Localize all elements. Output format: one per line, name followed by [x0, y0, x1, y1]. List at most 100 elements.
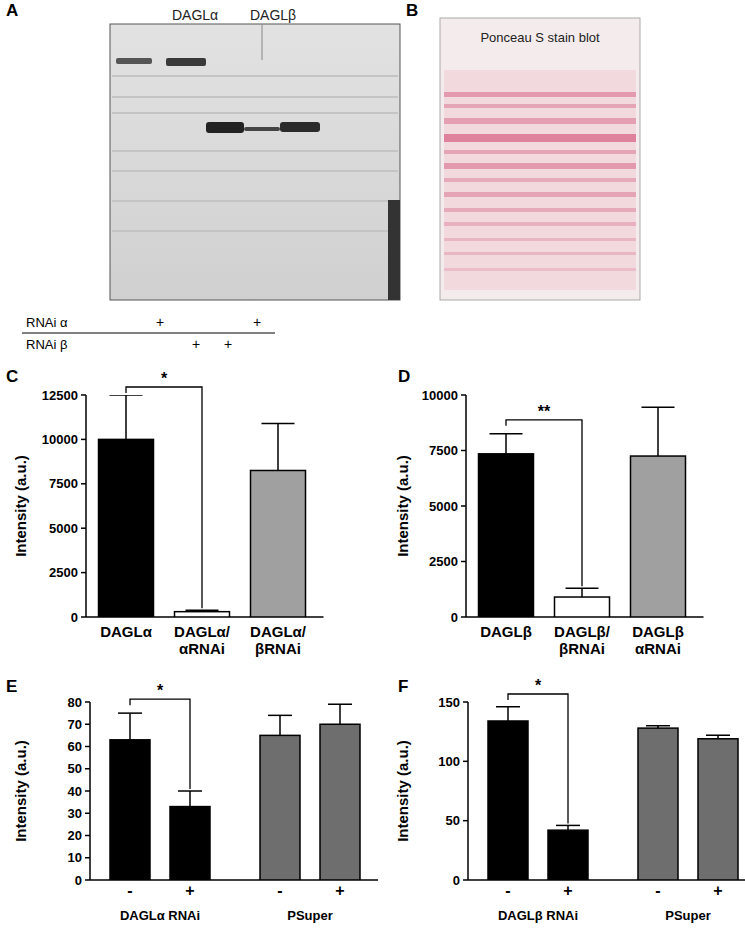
error-bar [642, 407, 675, 456]
error-cap [262, 423, 295, 425]
x-tick-label: + [713, 882, 722, 899]
blot-band [280, 122, 320, 132]
error-cap [328, 703, 352, 705]
panel-letter: D [398, 367, 410, 386]
y-tick-label: 10 [68, 850, 82, 865]
x-tick-label: DAGLβαRNAi [632, 623, 684, 657]
bar [110, 740, 150, 880]
significance-bracket [126, 387, 202, 608]
bracket-line [506, 420, 582, 586]
blot-band [116, 58, 152, 64]
error-stem [125, 395, 127, 439]
x-tick-label: - [277, 882, 282, 899]
panel-letter: A [6, 1, 18, 20]
text-line: DAGLα/ [250, 623, 307, 640]
text-line: DAGLβ/ [554, 623, 611, 640]
bar [251, 470, 306, 617]
y-tick-label: 150 [438, 695, 460, 710]
error-stem [657, 407, 659, 456]
y-axis-line [467, 702, 469, 880]
x-tick-label: DAGLα/βRNAi [250, 623, 307, 657]
y-tick [81, 616, 86, 618]
error-stem [339, 704, 341, 724]
y-tick [85, 835, 90, 837]
x-tick-label: DAGLβ [480, 623, 532, 640]
blot-background-band [112, 112, 398, 114]
blot-edge [388, 200, 400, 300]
blot-background-band [112, 96, 398, 98]
plot-area [488, 707, 738, 880]
y-tick-label: 2500 [49, 565, 78, 580]
x-tick-label: - [655, 882, 660, 899]
plot-area [479, 407, 686, 617]
error-bar [268, 715, 292, 735]
y-tick [81, 572, 86, 574]
error-bar [262, 423, 295, 470]
y-tick [461, 394, 466, 396]
y-tick-label: 60 [68, 739, 82, 754]
error-cap [186, 610, 219, 612]
y-tick [85, 790, 90, 792]
significance-bracket [506, 420, 582, 586]
error-bar [490, 434, 523, 454]
error-cap [646, 725, 670, 727]
y-tick [81, 439, 86, 441]
error-bar [556, 825, 580, 830]
ponceau-smear [444, 70, 636, 290]
x-tick-label: + [335, 882, 344, 899]
bracket-line [126, 387, 202, 608]
y-axis-label: Intensity (a.u.) [394, 455, 411, 557]
blot-band [166, 58, 206, 66]
y-tick [463, 820, 468, 822]
y-tick-label: 80 [68, 695, 82, 710]
chart-E: EIntensity (a.u.)01020304050607080-+-+DA… [6, 677, 378, 923]
figure: ADAGLαDAGLβRNAi α++RNAi β++BPonceau S st… [0, 0, 745, 950]
y-tick [85, 879, 90, 881]
y-tick [461, 561, 466, 563]
error-cap [496, 706, 520, 708]
bar [320, 724, 360, 880]
y-tick-label: 100 [438, 754, 460, 769]
bar [631, 456, 686, 617]
chart-F: FIntensity (a.u.)050100150-+-+DAGLβ RNAi… [394, 677, 745, 923]
significance-label: * [157, 682, 164, 699]
y-tick [85, 813, 90, 815]
y-tick [85, 724, 90, 726]
y-tick [461, 505, 466, 507]
bracket-line [130, 699, 190, 789]
error-bar [646, 726, 670, 728]
y-tick-label: 0 [75, 873, 82, 888]
panel-letter: C [6, 367, 18, 386]
blot-background-band [112, 75, 398, 77]
panel-letter: B [406, 1, 418, 20]
x-tick-label: + [563, 882, 572, 899]
y-tick [461, 616, 466, 618]
y-tick [81, 394, 86, 396]
error-bar [118, 713, 142, 740]
x-tick-label: - [505, 882, 510, 899]
error-cap [268, 715, 292, 717]
error-cap [110, 395, 143, 396]
y-tick [463, 879, 468, 881]
x-tick-label: + [185, 882, 194, 899]
error-stem [279, 715, 281, 735]
y-axis-label: Intensity (a.u.) [394, 740, 411, 842]
lane-header: DAGLα [172, 7, 218, 23]
plot-area [110, 704, 360, 880]
bar [555, 597, 610, 617]
significance-bracket [130, 699, 190, 789]
bar [638, 728, 678, 880]
y-tick-label: 70 [68, 717, 82, 732]
significance-label: ** [538, 403, 551, 420]
x-tick-label: DAGLα/αRNAi [174, 623, 231, 657]
text-line: DAGLβ [632, 623, 684, 640]
error-stem [189, 791, 191, 807]
y-tick [85, 746, 90, 748]
y-tick-label: 0 [71, 610, 78, 625]
error-cap [178, 790, 202, 792]
blot-membrane [110, 24, 400, 300]
bar [170, 807, 210, 880]
y-tick-label: 5000 [429, 499, 458, 514]
blot-band [206, 122, 244, 133]
x-tick-label: DAGLα [100, 623, 152, 640]
